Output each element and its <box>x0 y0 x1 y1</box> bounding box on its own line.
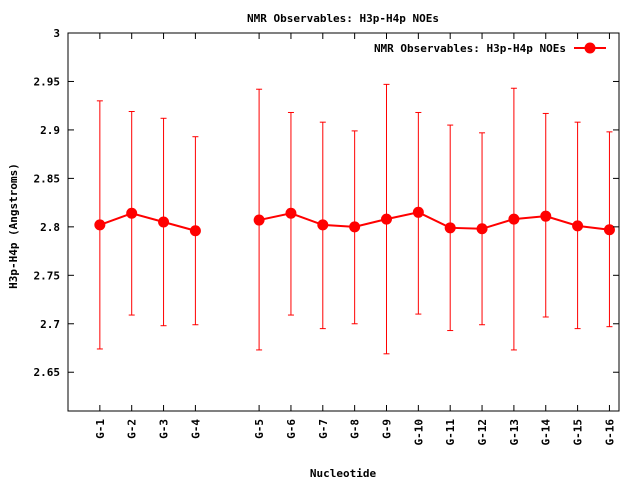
data-point <box>94 219 106 231</box>
y-tick-label: 2.75 <box>34 269 61 282</box>
x-tick-label: G-11 <box>444 419 457 446</box>
y-axis-ticks: 2.65 2.7 2.75 2.8 2.85 2.9 2.95 3 <box>34 27 619 379</box>
series-lines <box>99 211 610 232</box>
data-point <box>285 207 297 219</box>
legend: NMR Observables: H3p-H4p NOEs <box>374 42 606 55</box>
x-axis-label: Nucleotide <box>310 467 377 480</box>
x-tick-label: G-10 <box>412 419 425 446</box>
x-tick-label: G-13 <box>508 419 521 446</box>
y-tick-label: 2.7 <box>40 318 60 331</box>
x-tick-label: G-12 <box>476 419 489 446</box>
data-point <box>476 223 488 235</box>
y-tick-label: 2.9 <box>40 124 60 137</box>
series-line <box>99 212 196 232</box>
data-point <box>540 210 552 222</box>
data-point <box>444 222 456 234</box>
data-point <box>572 220 584 232</box>
x-tick-label: G-7 <box>317 419 330 439</box>
data-point <box>603 224 615 236</box>
y-tick-label: 3 <box>53 27 60 40</box>
data-point <box>349 221 361 233</box>
x-tick-label: G-1 <box>94 419 107 439</box>
plot-frame <box>67 32 620 412</box>
data-point <box>412 206 424 218</box>
data-point <box>253 214 265 226</box>
x-tick-label: G-8 <box>349 419 362 439</box>
x-tick-label: G-9 <box>380 419 393 439</box>
series-line <box>258 211 610 231</box>
x-tick-label: G-4 <box>189 419 202 439</box>
y-tick-label: 2.65 <box>34 366 61 379</box>
x-tick-label: G-15 <box>572 419 585 446</box>
x-tick-label: G-14 <box>540 419 553 446</box>
data-point <box>158 216 170 228</box>
data-point <box>126 207 138 219</box>
y-tick-label: 2.85 <box>34 172 61 185</box>
data-markers <box>94 206 615 237</box>
x-tick-label: G-2 <box>126 419 139 439</box>
data-point <box>508 213 520 225</box>
data-point <box>317 219 329 231</box>
legend-label: NMR Observables: H3p-H4p NOEs <box>374 42 566 55</box>
x-tick-label: G-16 <box>603 419 616 446</box>
legend-marker <box>584 42 596 54</box>
chart-title: NMR Observables: H3p-H4p NOEs <box>247 12 439 25</box>
x-tick-label: G-6 <box>285 419 298 439</box>
error-bars <box>96 83 613 355</box>
data-point <box>189 225 201 237</box>
x-tick-label: G-5 <box>253 419 266 439</box>
x-tick-label: G-3 <box>158 419 171 439</box>
y-tick-label: 2.95 <box>34 75 61 88</box>
data-point <box>380 213 392 225</box>
y-axis-label: H3p-H4p (Angstroms) <box>7 163 20 289</box>
x-axis-ticks: G-1 G-2 G-3 G-4 G-5 G-6 G-7 G-8 G-9 G-10 G-11 G-12 G… <box>94 33 616 446</box>
y-tick-label: 2.8 <box>40 221 60 234</box>
